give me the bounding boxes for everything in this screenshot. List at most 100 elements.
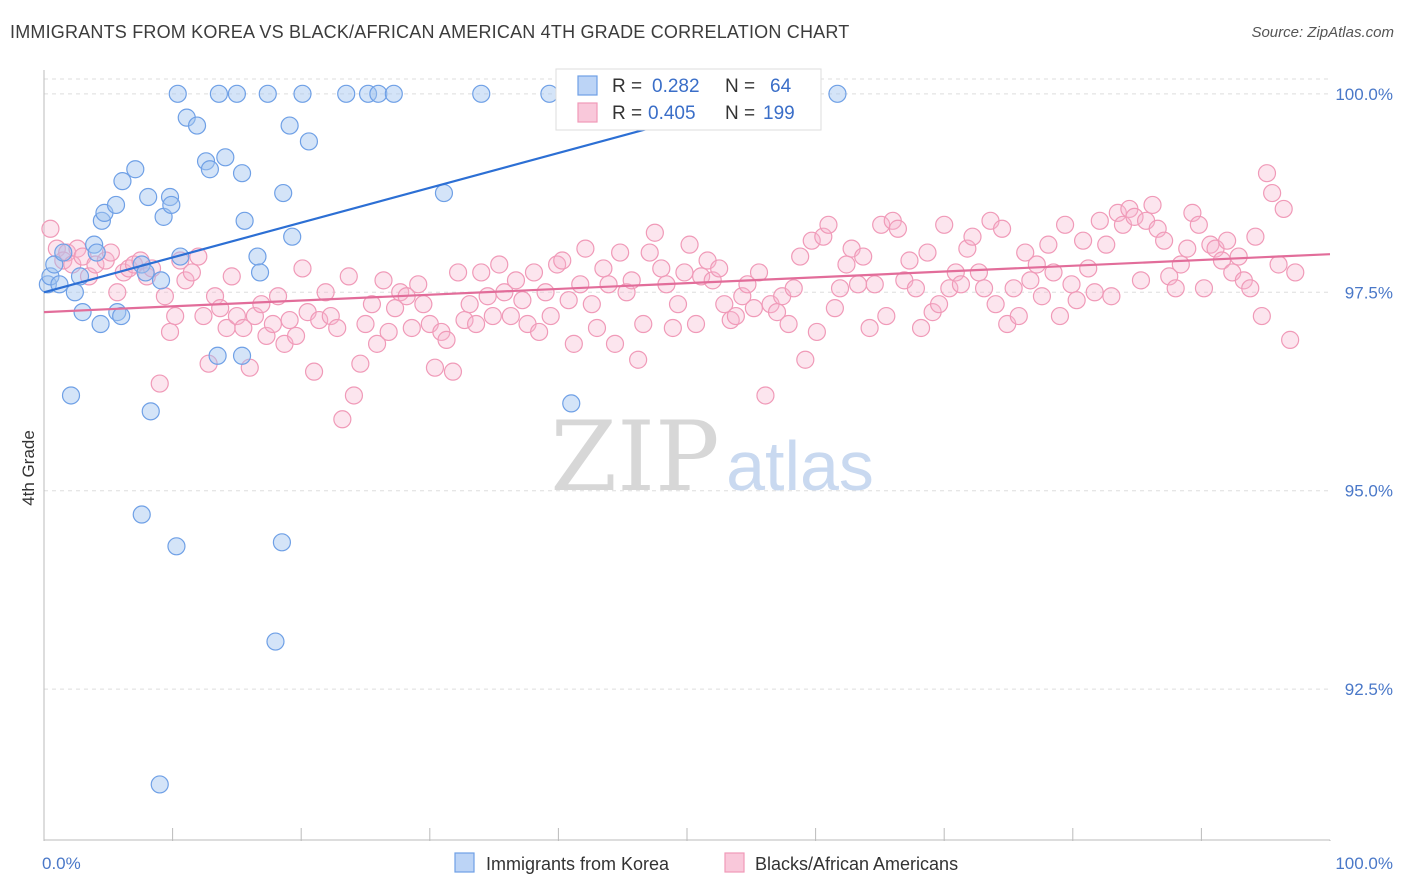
legend-r-label-korea: R = [612, 76, 642, 97]
black-point [733, 287, 752, 306]
black-point [796, 350, 815, 369]
black-point [304, 362, 324, 381]
black-point [559, 291, 578, 310]
black-point [328, 318, 347, 338]
black-point [150, 374, 169, 393]
korea-point [167, 537, 186, 556]
korea-point [272, 533, 292, 552]
black-trend-line [43, 253, 1331, 314]
black-point [41, 219, 60, 238]
black-point [951, 275, 971, 294]
black-point [992, 219, 1012, 238]
black-point [1286, 263, 1305, 282]
korea-point [126, 160, 145, 179]
black-point [460, 295, 479, 314]
black-point [929, 295, 949, 314]
black-point [333, 410, 352, 429]
black-point [1189, 215, 1208, 234]
black-point [1166, 279, 1185, 298]
black-point [1067, 291, 1086, 310]
black-point [234, 318, 253, 338]
korea-point [73, 303, 92, 322]
black-point [571, 275, 590, 294]
x-tick-label: 100.0% [1335, 854, 1393, 873]
series-black-points [41, 164, 1305, 429]
series-legend: Immigrants from Korea Blacks/African Ame… [454, 852, 958, 874]
y-tick-label: 92.5% [1345, 680, 1393, 699]
black-point [710, 259, 729, 278]
black-point [564, 334, 583, 353]
black-point [466, 314, 486, 334]
black-point [1062, 275, 1081, 294]
black-point [1143, 195, 1162, 215]
y-tick-label: 97.5% [1345, 283, 1393, 302]
black-point [160, 322, 180, 342]
black-point [1032, 287, 1052, 306]
black-point [530, 322, 549, 342]
korea-point [106, 195, 126, 215]
korea-point [61, 386, 81, 405]
chart-source: Source: ZipAtlas.com [1251, 24, 1394, 41]
black-point [605, 334, 625, 353]
black-point [483, 306, 502, 326]
black-point [316, 283, 335, 302]
legend-n-korea: 64 [770, 76, 792, 97]
black-point [478, 287, 497, 306]
black-point [1027, 255, 1046, 274]
legend-n-label-black: N = [725, 103, 755, 124]
black-point [541, 306, 560, 326]
black-point [506, 271, 526, 290]
korea-point [227, 84, 246, 103]
black-point [617, 283, 636, 302]
black-point [524, 263, 544, 282]
black-point [1257, 164, 1277, 183]
korea-point [540, 84, 559, 103]
korea-point [141, 402, 160, 421]
korea-point [369, 84, 388, 103]
black-point [686, 314, 706, 334]
black-point [293, 259, 312, 278]
black-point [791, 247, 810, 266]
black-point [513, 291, 532, 310]
black-point [536, 283, 555, 302]
black-point [339, 267, 358, 286]
x-tick-label: 0.0% [42, 854, 81, 873]
black-point [963, 227, 982, 246]
black-point [906, 279, 926, 298]
korea-point [280, 116, 299, 135]
korea-point [283, 227, 302, 246]
black-point [1155, 231, 1174, 250]
legend-r-black: 0.405 [648, 103, 696, 124]
y-tick-label: 95.0% [1345, 482, 1393, 501]
black-point [286, 326, 306, 346]
korea-point [54, 243, 73, 262]
black-point [749, 263, 769, 282]
black-point [1021, 271, 1040, 290]
black-point [940, 279, 959, 298]
legend-swatch-korea-bottom [454, 852, 475, 873]
black-point [848, 275, 868, 294]
black-point [443, 362, 463, 381]
black-point [448, 263, 468, 282]
black-point [1055, 215, 1075, 234]
korea-point [151, 271, 171, 290]
black-point [784, 279, 803, 298]
korea-point [132, 505, 151, 524]
black-point [888, 219, 908, 238]
korea-point [200, 160, 219, 179]
black-point [645, 223, 664, 242]
black-point [756, 386, 775, 405]
black-point [414, 295, 433, 314]
korea-point [139, 187, 158, 207]
black-point [1263, 183, 1282, 203]
black-point [101, 243, 120, 262]
watermark-zip: ZIP [550, 401, 719, 513]
black-point [1085, 283, 1104, 302]
black-point [854, 247, 873, 266]
legend-swatch-black [577, 102, 598, 123]
black-point [802, 231, 821, 250]
black-point [1079, 259, 1098, 278]
black-point [263, 314, 283, 334]
korea-point [358, 84, 378, 103]
